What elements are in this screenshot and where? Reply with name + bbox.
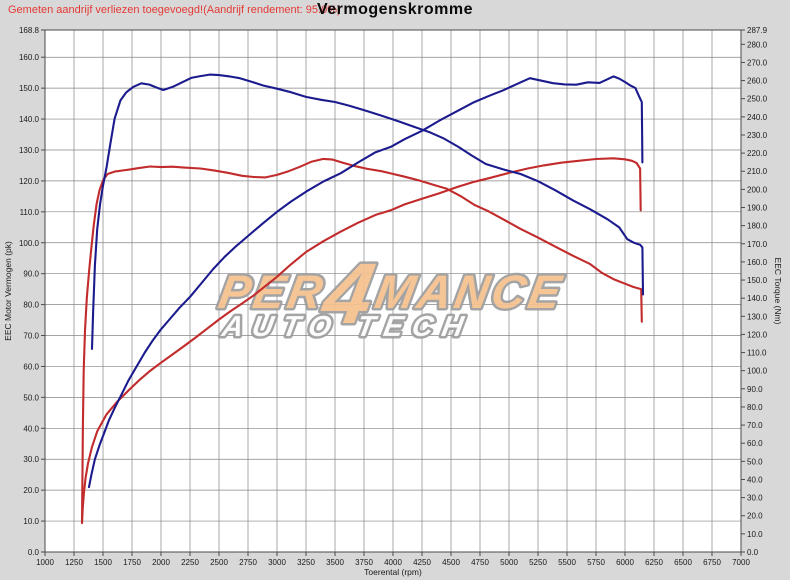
svg-text:20.0: 20.0 [23, 486, 39, 495]
svg-text:140.0: 140.0 [19, 115, 40, 124]
svg-text:4000: 4000 [384, 558, 402, 567]
svg-text:6000: 6000 [616, 558, 634, 567]
svg-text:250.0: 250.0 [747, 95, 768, 104]
svg-text:2500: 2500 [210, 558, 228, 567]
svg-text:80.0: 80.0 [23, 301, 39, 310]
watermark-line1: PER4MANCE [211, 247, 572, 342]
svg-text:1750: 1750 [123, 558, 141, 567]
svg-text:70.0: 70.0 [23, 332, 39, 341]
svg-text:240.0: 240.0 [747, 113, 768, 122]
svg-text:5750: 5750 [587, 558, 605, 567]
svg-text:170.0: 170.0 [747, 240, 768, 249]
svg-text:110.0: 110.0 [747, 349, 767, 358]
svg-text:180.0: 180.0 [747, 222, 768, 231]
svg-text:220.0: 220.0 [747, 149, 768, 158]
series-vermogen-blue [87, 75, 644, 489]
svg-text:230.0: 230.0 [747, 131, 768, 140]
svg-text:90.0: 90.0 [747, 385, 763, 394]
series-torque-red [80, 157, 643, 525]
svg-text:2000: 2000 [152, 558, 170, 567]
tick-marks [41, 29, 745, 556]
svg-text:40.0: 40.0 [23, 424, 39, 433]
svg-text:60.0: 60.0 [23, 362, 39, 371]
svg-text:280.0: 280.0 [747, 40, 768, 49]
svg-text:130.0: 130.0 [747, 312, 768, 321]
svg-text:100.0: 100.0 [747, 367, 768, 376]
svg-text:260.0: 260.0 [747, 77, 768, 86]
svg-text:4250: 4250 [413, 558, 431, 567]
svg-text:30.0: 30.0 [23, 455, 39, 464]
svg-text:4750: 4750 [471, 558, 489, 567]
svg-text:210.0: 210.0 [747, 167, 768, 176]
svg-text:120.0: 120.0 [747, 330, 768, 339]
svg-text:10.0: 10.0 [747, 530, 763, 539]
svg-text:3250: 3250 [297, 558, 315, 567]
axis-labels: 0.0 10.0 20.0 30.0 40.0 50.0 60.0 70.0 80.0 90.0 1… [19, 26, 768, 567]
svg-text:2250: 2250 [181, 558, 199, 567]
svg-text:30.0: 30.0 [747, 494, 763, 503]
svg-text:120.0: 120.0 [19, 177, 40, 186]
svg-text:130.0: 130.0 [19, 146, 40, 155]
chart-title: Vermogenskromme [316, 1, 473, 18]
svg-text:5250: 5250 [529, 558, 547, 567]
svg-text:80.0: 80.0 [747, 403, 763, 412]
svg-text:168.8: 168.8 [19, 26, 40, 35]
svg-text:150.0: 150.0 [747, 276, 768, 285]
svg-text:6500: 6500 [674, 558, 692, 567]
svg-text:3500: 3500 [326, 558, 344, 567]
drivetrain-loss-note: Gemeten aandrijf verliezen toegevoegd!(A… [8, 4, 341, 16]
y-right-axis-title: EEC Torque (Nm) [773, 258, 783, 325]
svg-text:190.0: 190.0 [747, 204, 768, 213]
svg-text:1250: 1250 [65, 558, 83, 567]
series-vermogen-red [80, 157, 642, 524]
svg-text:200.0: 200.0 [747, 185, 768, 194]
svg-text:110.0: 110.0 [20, 208, 40, 217]
svg-text:5500: 5500 [558, 558, 576, 567]
svg-text:160.0: 160.0 [19, 53, 40, 62]
svg-text:0.0: 0.0 [747, 548, 759, 557]
svg-text:70.0: 70.0 [747, 421, 763, 430]
svg-text:90.0: 90.0 [23, 270, 39, 279]
svg-text:1000: 1000 [36, 558, 54, 567]
watermark-line2: AUTO TECH [219, 311, 475, 343]
series-torque-blue [90, 73, 645, 350]
svg-text:10.0: 10.0 [23, 517, 39, 526]
svg-text:3750: 3750 [355, 558, 373, 567]
svg-text:140.0: 140.0 [747, 294, 768, 303]
svg-text:6250: 6250 [645, 558, 663, 567]
svg-text:40.0: 40.0 [747, 475, 763, 484]
gridlines [45, 30, 741, 552]
svg-text:4500: 4500 [442, 558, 460, 567]
y-left-axis-title: EEC Motor Vermogen (pk) [3, 241, 13, 341]
svg-text:1500: 1500 [94, 558, 112, 567]
svg-text:100.0: 100.0 [19, 239, 40, 248]
svg-text:287.9: 287.9 [747, 26, 768, 35]
svg-text:5000: 5000 [500, 558, 518, 567]
svg-text:160.0: 160.0 [747, 258, 768, 267]
svg-text:0.0: 0.0 [28, 548, 40, 557]
svg-text:7000: 7000 [732, 558, 750, 567]
svg-text:6750: 6750 [703, 558, 721, 567]
svg-text:50.0: 50.0 [747, 457, 763, 466]
svg-text:3000: 3000 [268, 558, 286, 567]
x-axis-title: Toerental (rpm) [364, 567, 422, 577]
svg-text:2750: 2750 [239, 558, 257, 567]
svg-text:50.0: 50.0 [23, 393, 39, 402]
svg-text:60.0: 60.0 [747, 439, 763, 448]
svg-text:150.0: 150.0 [19, 84, 40, 93]
svg-text:20.0: 20.0 [747, 512, 763, 521]
svg-text:270.0: 270.0 [747, 58, 768, 67]
